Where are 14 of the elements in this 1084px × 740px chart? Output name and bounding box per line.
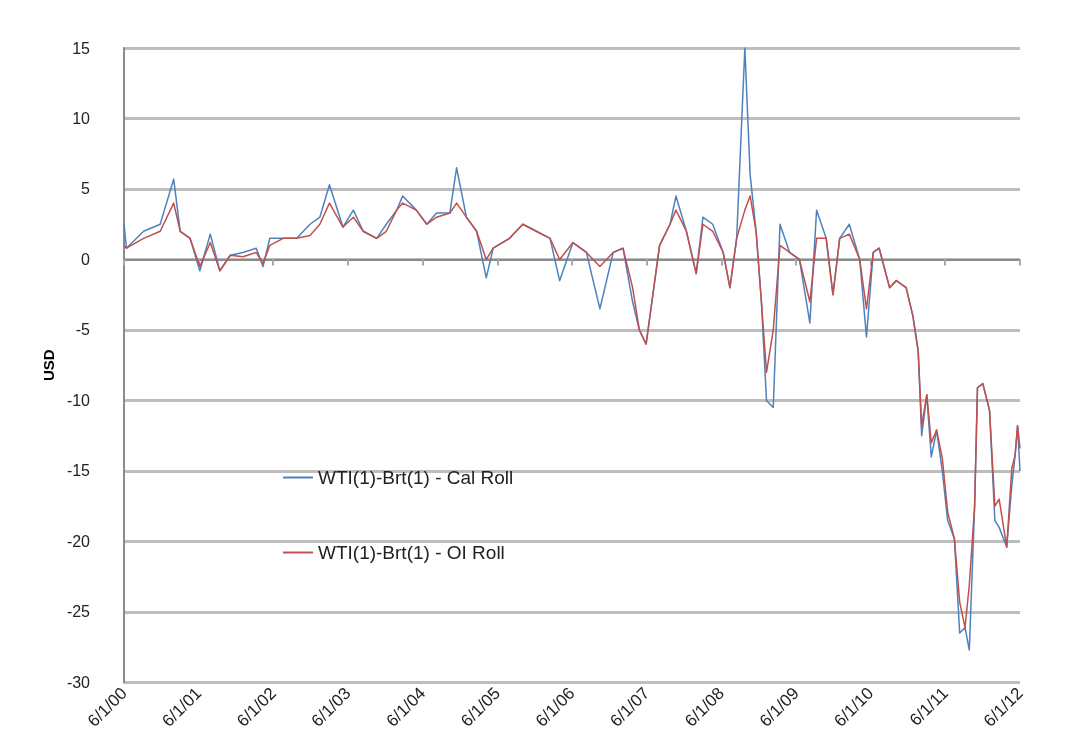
y-tick-label: 10 bbox=[72, 109, 91, 127]
y-tick-label: -5 bbox=[75, 321, 91, 339]
legend-label: WTI(1)-Brt(1) - OI Roll bbox=[318, 542, 505, 563]
y-tick-label: -15 bbox=[66, 462, 91, 480]
y-tick-label: -20 bbox=[66, 532, 91, 550]
legend-label: WTI(1)-Brt(1) - Cal Roll bbox=[318, 467, 514, 488]
y-tick-label: -30 bbox=[66, 673, 91, 691]
y-tick-label: -10 bbox=[66, 391, 91, 409]
y-tick-label: 15 bbox=[72, 39, 91, 57]
line-series bbox=[123, 195, 1021, 629]
y-axis-title: USD bbox=[39, 349, 57, 382]
y-tick-label: -25 bbox=[66, 603, 91, 621]
y-tick-label: 5 bbox=[81, 180, 91, 198]
y-tick-label: 0 bbox=[81, 250, 91, 268]
